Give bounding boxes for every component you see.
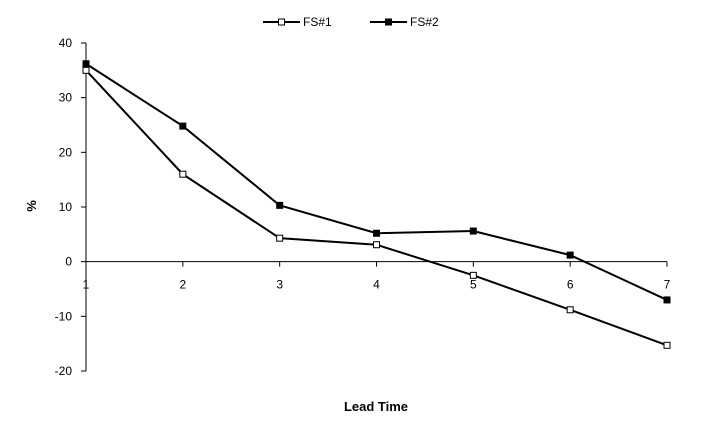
x-tick-label: 3 bbox=[276, 278, 283, 292]
axes: -20 -10 0 10 20 30 40 1 2 3 4 5 6 7 bbox=[55, 36, 671, 378]
y-tick-label: 40 bbox=[59, 36, 73, 50]
data-point bbox=[179, 170, 187, 178]
data-point bbox=[82, 66, 90, 74]
y-tick-label: -20 bbox=[55, 364, 73, 378]
series-1 bbox=[82, 66, 671, 349]
legend-label: FS#2 bbox=[410, 15, 439, 29]
legend-marker bbox=[385, 18, 392, 26]
x-tick-label: 7 bbox=[664, 278, 671, 292]
data-point bbox=[276, 201, 284, 209]
legend: FS#1 FS#2 bbox=[263, 15, 439, 29]
x-tick-label: 6 bbox=[567, 278, 574, 292]
series-layer bbox=[82, 60, 671, 349]
data-point bbox=[566, 306, 574, 314]
x-tick-label: 2 bbox=[179, 278, 186, 292]
x-tick-label: 1 bbox=[83, 278, 90, 292]
legend-label: FS#1 bbox=[303, 15, 332, 29]
y-tick-label: 10 bbox=[59, 200, 73, 214]
x-axis-title: Lead Time bbox=[344, 399, 408, 414]
legend-item-2: FS#2 bbox=[370, 15, 439, 29]
x-tick-label: 5 bbox=[470, 278, 477, 292]
data-point bbox=[469, 227, 477, 235]
data-point bbox=[276, 234, 284, 242]
legend-item-1: FS#1 bbox=[263, 15, 332, 29]
data-point bbox=[663, 341, 671, 349]
data-point bbox=[179, 122, 187, 130]
y-tick-label: -10 bbox=[55, 309, 73, 323]
data-point bbox=[469, 271, 477, 279]
legend-marker bbox=[278, 18, 285, 26]
series-line bbox=[85, 69, 668, 347]
x-tick-label: 4 bbox=[373, 278, 380, 292]
data-point bbox=[663, 296, 671, 304]
data-point bbox=[373, 241, 380, 249]
data-point bbox=[566, 251, 574, 259]
y-tick-label: 0 bbox=[65, 255, 72, 269]
y-axis-title: % bbox=[24, 200, 39, 212]
data-point bbox=[373, 229, 380, 237]
data-point bbox=[82, 60, 90, 68]
y-tick-label: 20 bbox=[59, 145, 73, 159]
y-tick-label: 30 bbox=[59, 91, 73, 105]
series-2 bbox=[82, 60, 671, 304]
